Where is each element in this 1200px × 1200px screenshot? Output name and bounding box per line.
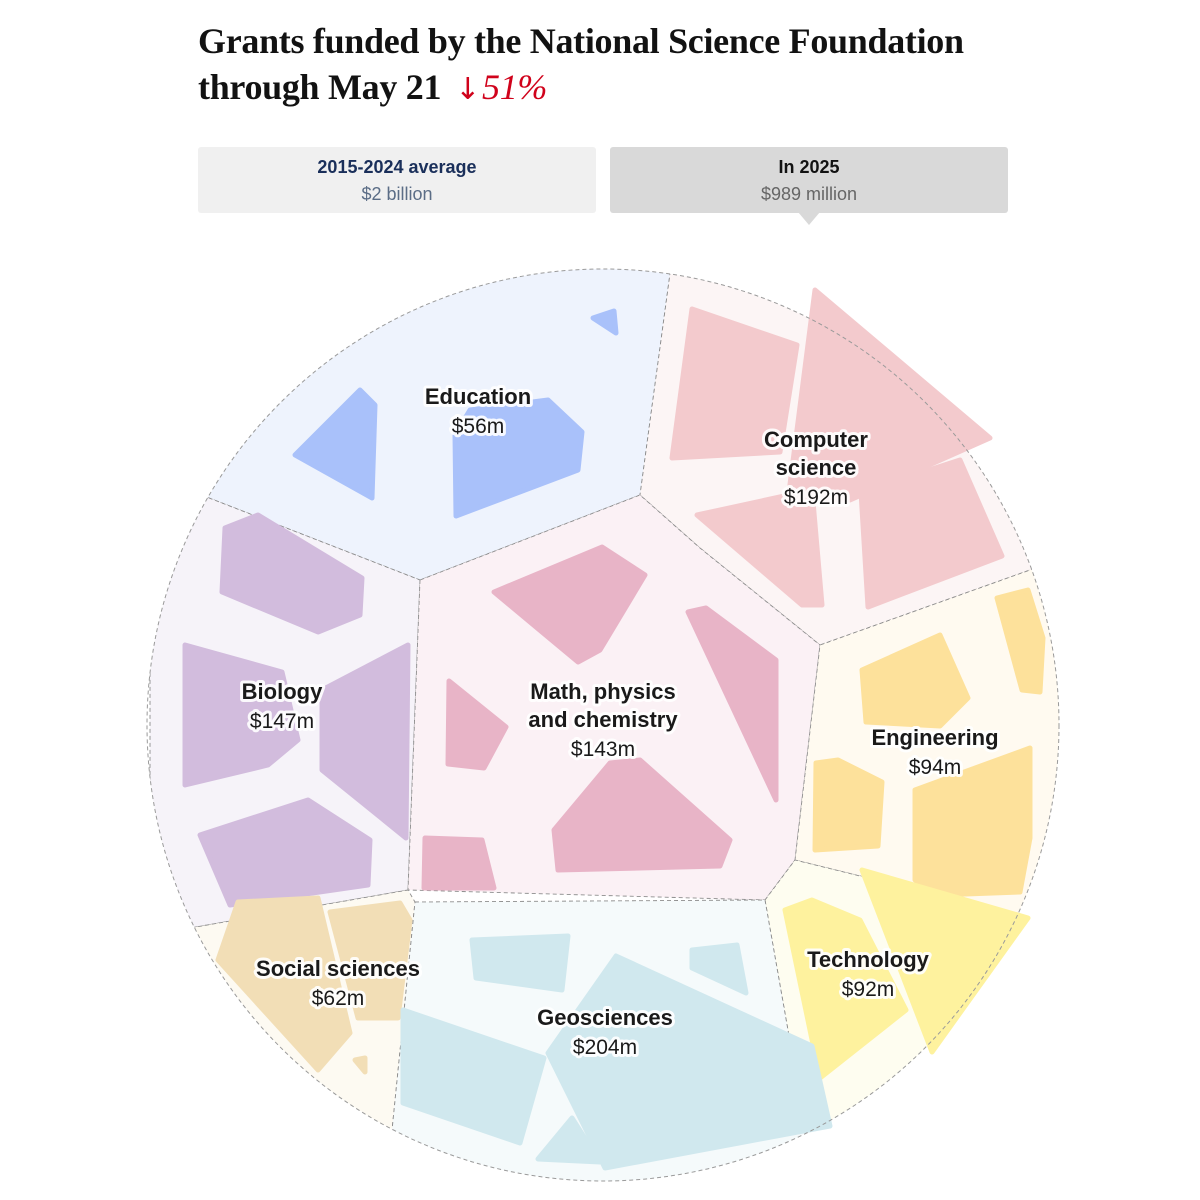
label-value-technology: $92m (842, 978, 895, 1001)
grant-cell-computer-science-1 (669, 306, 800, 461)
average-toggle-button[interactable]: 2015-2024 average $2 billion (198, 147, 596, 213)
grant-cells (182, 287, 1046, 1171)
label-computer-science: Computer science $192m (764, 427, 868, 509)
grant-cell-computer-science-4 (858, 457, 1005, 610)
grant-cell-geosciences-1 (469, 933, 571, 993)
label-name-engineering-1: Engineering (871, 725, 998, 750)
grant-cell-biology-2 (182, 642, 301, 788)
average-toggle-value: $2 billion (361, 184, 433, 204)
grant-cell-engineering-4 (912, 745, 1033, 898)
grant-cell-engineering-2 (994, 587, 1046, 695)
label-name-computer-science-1: Computer (764, 427, 868, 452)
grant-cell-computer-science-3 (694, 487, 825, 608)
label-math-physics-and-chemistry: Math, physics and chemistry $143m (528, 679, 678, 761)
label-value-social-sciences: $62m (312, 987, 365, 1010)
label-value-math-physics-and-chemistry: $143m (571, 738, 635, 761)
label-technology: Technology $92m (807, 947, 930, 1001)
grant-cell-computer-science-2 (785, 287, 993, 503)
label-biology: Biology $147m (242, 679, 323, 733)
category-labels: Education $56m Computer science $192m Biology… (239, 381, 1002, 1062)
label-engineering: Engineering $94m (871, 725, 998, 779)
label-name-technology-1: Technology (807, 947, 930, 972)
grant-cell-math-physics-and-chemistry-5 (421, 835, 497, 891)
label-name-education-1: Education (425, 384, 531, 409)
grant-cell-technology-2 (859, 867, 1031, 1055)
grant-cell-social-sciences-3 (352, 1055, 368, 1075)
grant-cell-education-1 (292, 387, 378, 501)
grant-cell-math-physics-and-chemistry-3 (685, 605, 779, 803)
title-line-2: through May 21 (198, 67, 442, 107)
grant-cell-geosciences-3 (400, 1007, 547, 1146)
label-name-geosciences-1: Geosciences (537, 1005, 673, 1030)
label-name-social-sciences-1: Social sciences (256, 956, 420, 981)
label-geosciences: Geosciences $204m (537, 1005, 673, 1059)
current-year-toggle-value: $989 million (760, 184, 858, 204)
grant-cell-social-sciences-1 (215, 895, 353, 1073)
grant-cell-geosciences-2 (689, 942, 749, 996)
label-name-biology-1: Biology (242, 679, 323, 704)
grant-cell-biology-1 (219, 512, 365, 635)
selected-pointer-icon (798, 212, 820, 225)
label-name-math-physics-and-chemistry-2: and chemistry (528, 707, 678, 732)
average-toggle-label: 2015-2024 average (317, 157, 477, 177)
label-value-engineering: $94m (909, 756, 962, 779)
grant-cell-education-3 (590, 308, 619, 336)
grant-cell-engineering-3 (812, 757, 885, 853)
grant-cell-math-physics-and-chemistry-4 (551, 757, 733, 873)
label-name-math-physics-and-chemistry-1: Math, physics (530, 679, 675, 704)
label-name-computer-science-2: science (776, 455, 857, 480)
grant-cell-education-2 (452, 397, 585, 519)
current-year-toggle-button[interactable]: In 2025 $989 million (610, 147, 1008, 213)
title-line-1: Grants funded by the National Science Fo… (198, 21, 964, 61)
chart-boundary-circle (146, 268, 1060, 1182)
grant-cell-geosciences-5 (535, 1115, 603, 1165)
grant-cell-math-physics-and-chemistry-1 (491, 544, 648, 665)
label-value-biology: $147m (250, 710, 314, 733)
grant-cell-engineering-1 (859, 632, 971, 729)
label-value-computer-science: $192m (784, 486, 848, 509)
chart-title: Grants funded by the National Science Fo… (198, 18, 1018, 113)
label-value-education: $56m (452, 415, 505, 438)
grant-cell-biology-4 (197, 797, 373, 908)
grant-cell-math-physics-and-chemistry-2 (445, 678, 509, 771)
grant-cell-biology-3 (319, 642, 411, 841)
change-indicator: ↓51% (455, 67, 547, 107)
label-education: Education $56m (425, 384, 531, 438)
down-arrow-icon: ↓ (455, 72, 481, 107)
label-value-geosciences: $204m (573, 1036, 637, 1059)
current-year-toggle-label: In 2025 (778, 157, 840, 177)
label-social-sciences: Social sciences $62m (256, 956, 420, 1010)
grant-cell-social-sciences-2 (327, 900, 413, 1021)
grant-cell-geosciences-4 (545, 953, 833, 1171)
change-value: 51% (482, 67, 548, 107)
